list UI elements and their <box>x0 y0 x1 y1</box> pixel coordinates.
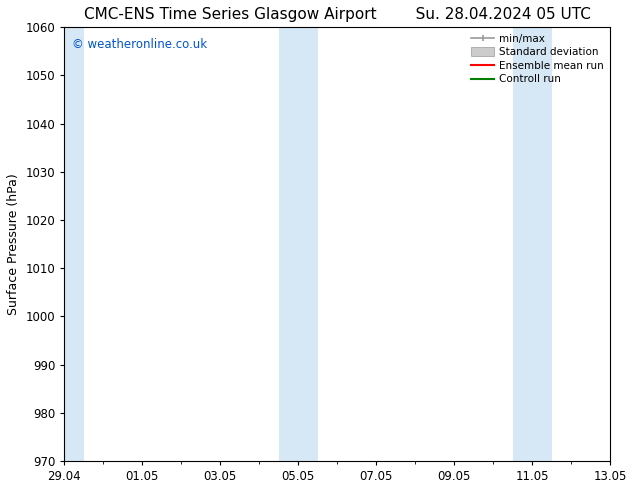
Bar <box>513 27 552 461</box>
Text: © weatheronline.co.uk: © weatheronline.co.uk <box>72 38 207 51</box>
Y-axis label: Surface Pressure (hPa): Surface Pressure (hPa) <box>7 173 20 315</box>
Bar <box>45 27 84 461</box>
Bar <box>279 27 318 461</box>
Legend: min/max, Standard deviation, Ensemble mean run, Controll run: min/max, Standard deviation, Ensemble me… <box>467 29 608 89</box>
Title: CMC-ENS Time Series Glasgow Airport        Su. 28.04.2024 05 UTC: CMC-ENS Time Series Glasgow Airport Su. … <box>84 7 591 22</box>
